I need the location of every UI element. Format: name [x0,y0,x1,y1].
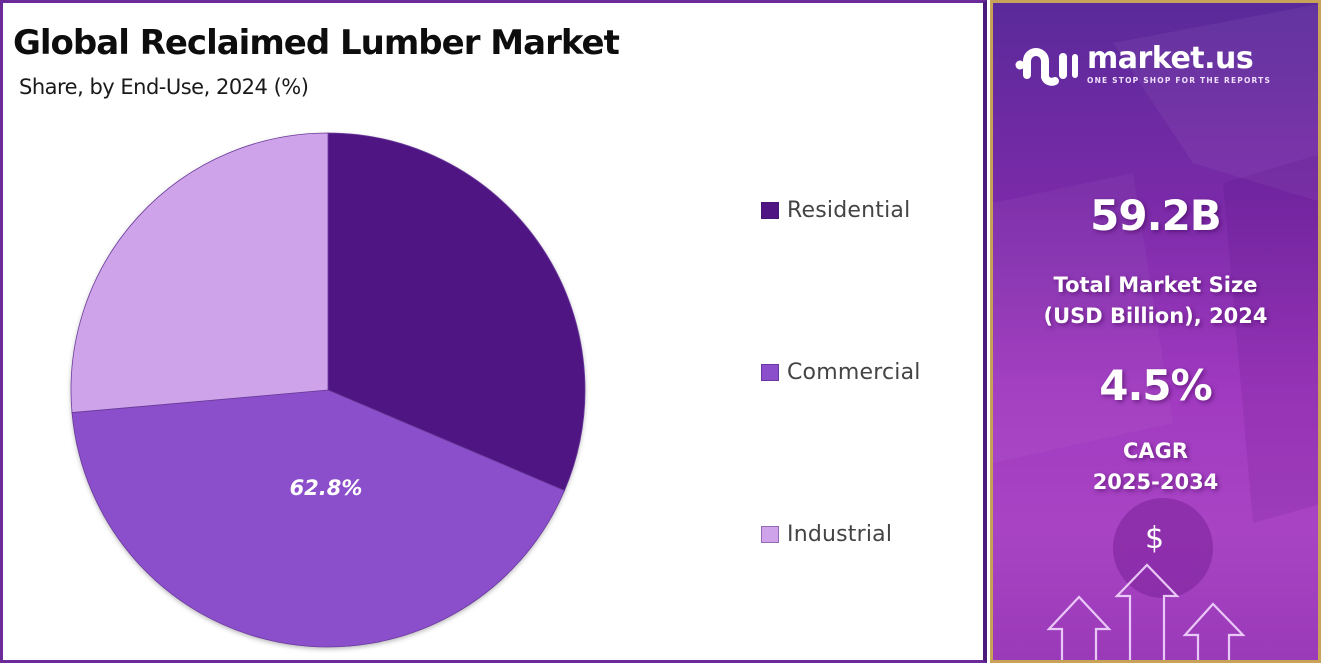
pie-slice-commercial[interactable] [71,389,566,648]
legend-item-industrial[interactable]: Industrial [761,522,892,547]
chart-panel: Global Reclaimed Lumber Market Share, by… [0,0,987,663]
legend-label: Industrial [787,522,893,547]
legend-label: Commercial [787,360,921,385]
legend-swatch-commercial [761,364,779,381]
legend-item-commercial[interactable]: Commercial [761,360,921,385]
market-size-label-line2: (USD Billion), 2024 [1043,304,1268,328]
market-us-logo: market.us ONE STOP SHOP FOR THE REPORTS [1015,41,1271,87]
pie-slice-residential[interactable] [327,132,586,492]
legend-swatch-industrial [761,526,779,543]
cagr-label-line2: 2025-2034 [1092,470,1219,494]
legend-swatch-residential [761,202,779,219]
chart-subtitle: Share, by End-Use, 2024 (%) [19,75,309,99]
cagr-label-line1: CAGR [1122,439,1189,463]
logo-name: market.us [1087,40,1254,76]
pie-data-label: 62.8% [290,476,363,500]
growth-arrows-icon [1046,563,1246,660]
market-size-label-line1: Total Market Size [1053,273,1258,297]
logo-mark-icon [1015,48,1078,86]
legend-label: Residential [787,198,911,223]
market-size-value: 59.2B [1090,191,1222,240]
cagr-value: 4.5% [1099,361,1212,410]
background-decoration [993,4,1318,598]
logo-tagline: ONE STOP SHOP FOR THE REPORTS [1087,75,1272,85]
pie-chart: 62.8% [3,3,990,663]
dollar-icon: $ [1145,521,1165,556]
stats-sidebar: market.us ONE STOP SHOP FOR THE REPORTS … [990,0,1321,663]
pie-slice-industrial[interactable] [70,132,329,414]
chart-title: Global Reclaimed Lumber Market [13,23,620,63]
legend-item-residential[interactable]: Residential [761,198,910,223]
